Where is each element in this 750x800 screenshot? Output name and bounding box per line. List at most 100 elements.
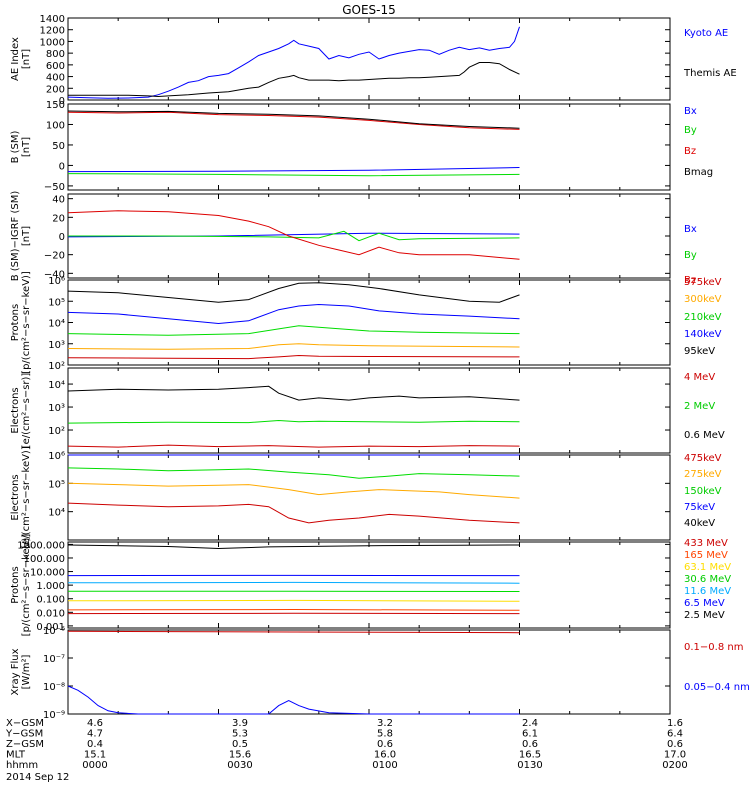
- y-tick-label-bsm: 50: [52, 141, 65, 152]
- series-line-bsm-1: [67, 173, 520, 177]
- legend-label-ae-1: Themis AE: [683, 68, 737, 79]
- y-axis-label-ae: [nT]: [21, 49, 32, 69]
- y-axis-label-protons1: Protons: [10, 304, 21, 341]
- x-row-value: 0000: [82, 760, 107, 771]
- x-row-value: 0.6: [377, 739, 393, 750]
- x-row-value: 0200: [662, 760, 687, 771]
- y-axis-label-electrons2: [e/(cm²−s−sr−keV)]: [21, 446, 32, 549]
- y-tick-label-ae: 800: [46, 49, 65, 60]
- y-tick-label-ae: 400: [46, 73, 65, 84]
- series-line-ae-1: [68, 62, 520, 98]
- series-line-bigrf-1: [68, 230, 520, 242]
- series-line-protons1-4: [67, 354, 520, 360]
- series-line-electrons1-1: [67, 419, 520, 424]
- legend-label-protons1-1: 300keV: [684, 294, 722, 305]
- y-axis-label-electrons1: [e/(cm²−s−sr)]: [21, 373, 32, 449]
- series-line-electrons2-4: [67, 482, 520, 499]
- y-tick-label-bsm: −50: [44, 182, 65, 193]
- y-tick-label-protons2: 1.000: [36, 581, 65, 592]
- panel-frame-electrons1: [67, 367, 671, 454]
- legend-label-protons2-4: 11.6 MeV: [684, 586, 731, 597]
- y-tick-label-xray: 10⁻⁷: [43, 654, 65, 665]
- y-tick-label-bigrf: 40: [52, 195, 65, 206]
- x-row-label: Z−GSM: [6, 739, 44, 750]
- x-row-value: 15.6: [229, 750, 251, 761]
- series-line-electrons1-2: [67, 385, 520, 401]
- y-axis-label-bigrf: B (SM)−IGRF (SM): [10, 191, 21, 282]
- y-axis-label-bsm: B (SM): [10, 130, 21, 163]
- series-line-protons2-5: [67, 608, 520, 611]
- y-tick-label-ae: 200: [46, 84, 65, 95]
- series-line-protons1-3: [67, 343, 520, 350]
- x-row-value: 0100: [372, 760, 397, 771]
- y-tick-label-protons2: 0.100: [36, 595, 65, 606]
- legend-label-electrons2-2: 150keV: [684, 486, 722, 497]
- y-tick-label-electrons2: 10⁶: [48, 451, 65, 462]
- y-tick-label-bigrf: 20: [52, 213, 65, 224]
- y-tick-label-ae: 1200: [40, 26, 65, 37]
- y-tick-label-protons1: 10⁴: [48, 319, 65, 330]
- y-tick-label-protons1: 10²: [48, 361, 65, 372]
- y-tick-label-protons2: 100.000: [24, 554, 65, 565]
- legend-label-bigrf-0: Bx: [684, 224, 697, 235]
- y-tick-label-bsm: 100: [46, 120, 65, 131]
- x-row-label: hhmm: [6, 760, 38, 771]
- y-tick-label-bsm: 150: [46, 100, 65, 111]
- legend-label-electrons2-1: 275keV: [684, 469, 722, 480]
- y-tick-label-xray: 10⁻⁸: [43, 682, 65, 693]
- legend-label-electrons2-4: 40keV: [684, 518, 715, 529]
- y-tick-label-electrons2: 10⁵: [48, 479, 65, 490]
- panel-frame-bsm: [67, 103, 671, 191]
- legend-label-electrons1-0: 4 MeV: [684, 372, 715, 383]
- legend-label-electrons1-1: 2 MeV: [684, 401, 715, 412]
- y-axis-label-bsm: [nT]: [21, 137, 32, 157]
- date-label: 2014 Sep 12: [6, 772, 69, 783]
- x-row-value: 0.6: [522, 739, 538, 750]
- series-line-protons2-4: [67, 599, 520, 602]
- legend-label-protons1-3: 140keV: [684, 329, 722, 340]
- y-tick-label-protons1: 10⁶: [48, 276, 65, 287]
- legend-label-electrons1-2: 0.6 MeV: [684, 430, 725, 441]
- panel-frame-protons2: [67, 541, 671, 629]
- y-tick-label-protons2: 0.001: [36, 622, 65, 633]
- series-line-protons2-0: [67, 544, 520, 550]
- legend-label-protons2-3: 30.6 MeV: [684, 574, 731, 585]
- y-tick-label-ae: 1400: [40, 14, 65, 25]
- y-axis-label-protons2: Protons: [10, 566, 21, 603]
- legend-label-bigrf-1: By: [684, 250, 697, 261]
- x-row-value: 6.1: [522, 729, 538, 740]
- x-row-value: 0130: [517, 760, 542, 771]
- legend-label-protons1-0: 575keV: [684, 277, 722, 288]
- series-line-xray-1: [67, 685, 520, 715]
- series-line-protons1-2: [67, 325, 520, 336]
- y-tick-label-bigrf: 0: [59, 232, 65, 243]
- legend-label-xray-0: 0.1−0.8 nm: [684, 642, 743, 653]
- legend-label-protons2-6: 2.5 MeV: [684, 610, 725, 621]
- y-tick-label-protons1: 10⁵: [48, 297, 65, 308]
- panel-frame-xray: [67, 629, 671, 715]
- x-row-label: X−GSM: [6, 718, 44, 729]
- series-line-bsm-3: [67, 110, 520, 129]
- legend-label-electrons2-0: 475keV: [684, 453, 722, 464]
- legend-label-protons2-0: 433 MeV: [684, 538, 728, 549]
- x-row-value: 0.5: [232, 739, 248, 750]
- series-line-bigrf-2: [67, 210, 520, 260]
- y-tick-label-electrons1: 10²: [48, 426, 65, 437]
- y-axis-label-xray: Xray Flux: [10, 648, 21, 695]
- panel-frame-electrons2: [67, 454, 671, 541]
- x-row-label: Y−GSM: [5, 729, 43, 740]
- legend-label-bigrf-2: Bz: [684, 275, 696, 286]
- series-line-bsm-2: [67, 111, 520, 130]
- series-line-protons2-2: [67, 581, 520, 584]
- y-tick-label-bsm: 0: [59, 161, 65, 172]
- x-row-value: 3.2: [377, 718, 393, 729]
- x-row-value: 16.5: [519, 750, 541, 761]
- legend-label-protons1-4: 95keV: [684, 346, 715, 357]
- y-tick-label-electrons2: 10⁴: [48, 508, 65, 519]
- series-line-xray-0: [67, 630, 520, 634]
- y-axis-label-protons1: [p/(cm²−s−sr−keV)]: [21, 271, 32, 374]
- series-line-bsm-0: [67, 167, 520, 173]
- y-axis-label-ae: AE Index: [10, 37, 21, 81]
